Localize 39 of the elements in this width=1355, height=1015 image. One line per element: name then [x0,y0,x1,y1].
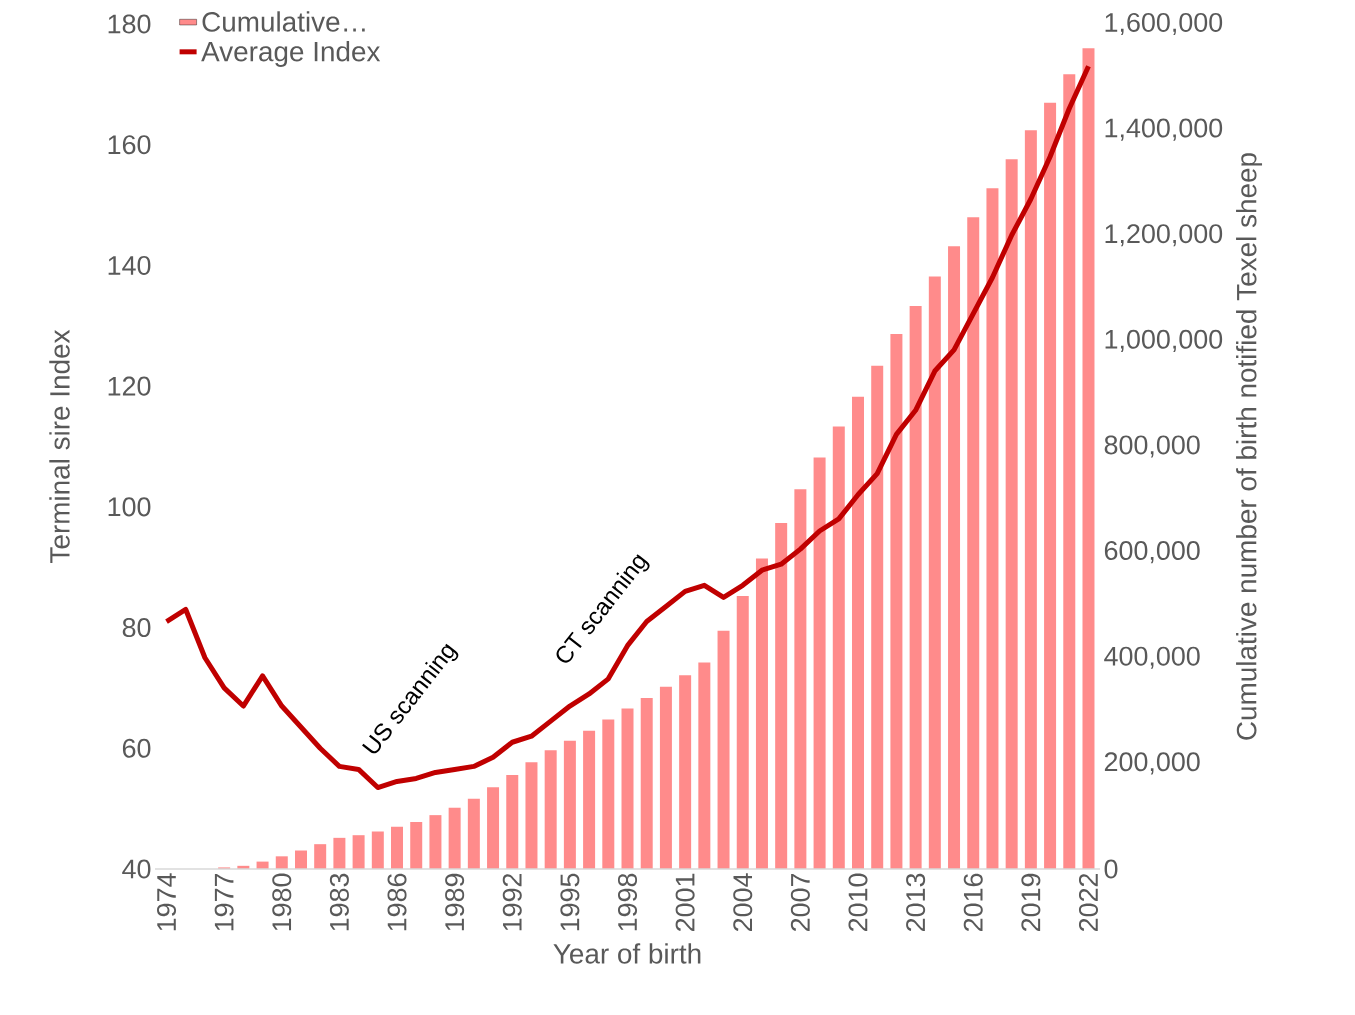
y-tick-label: 60 [122,738,151,758]
x-tick-label: 2001 [675,873,695,931]
x-tick-label: 2016 [963,873,983,931]
y2-tick-label: 1,000,000 [1105,329,1223,352]
y2-tick-label: 0 [1104,859,1118,879]
x-tick-label: 1998 [617,873,638,931]
y2-tick-label: 600,000 [1104,541,1200,564]
y2-axis-title: Cumulative number of birth notified Texel sheep [1236,153,1263,740]
x-tick-label: 1986 [387,873,407,931]
x-tick-label: 2004 [733,873,753,931]
x-tick-label: 1989 [445,873,465,931]
y-tick-label: 80 [122,618,151,638]
x-tick-label: 1977 [214,873,234,931]
x-tick-label: 1980 [272,873,292,931]
x-tick-label: 2019 [1021,873,1041,931]
y-tick-label: 180 [108,14,151,34]
x-axis-title: Year of birth [553,943,701,964]
y-tick-label: 140 [108,255,151,275]
x-tick-label: 2007 [790,873,810,931]
x-tick-label: 2010 [848,873,868,931]
y2-tick-label: 200,000 [1104,752,1200,775]
x-tick-label: 2022 [1078,873,1099,931]
y-tick-label: 100 [108,497,151,517]
legend-label: Average Index [201,40,381,67]
y2-tick-label: 1,400,000 [1105,118,1223,141]
legend-label: Cumulative… [202,11,365,32]
x-tick-label: 1983 [329,873,349,931]
y2-tick-label: 800,000 [1104,435,1200,458]
y-tick-label: 160 [108,135,151,155]
x-tick-label: 1995 [560,873,580,931]
x-tick-label: 1992 [502,873,522,931]
y-tick-label: 40 [122,859,151,879]
y2-tick-label: 1,200,000 [1105,224,1223,247]
y2-tick-label: 400,000 [1104,646,1200,669]
y-tick-label: 120 [108,376,151,396]
y2-tick-label: 1,600,000 [1105,12,1223,36]
y-axis-title: Terminal sire Index [49,329,70,563]
x-tick-label: 1974 [157,873,177,931]
x-tick-label: 2013 [906,873,926,931]
